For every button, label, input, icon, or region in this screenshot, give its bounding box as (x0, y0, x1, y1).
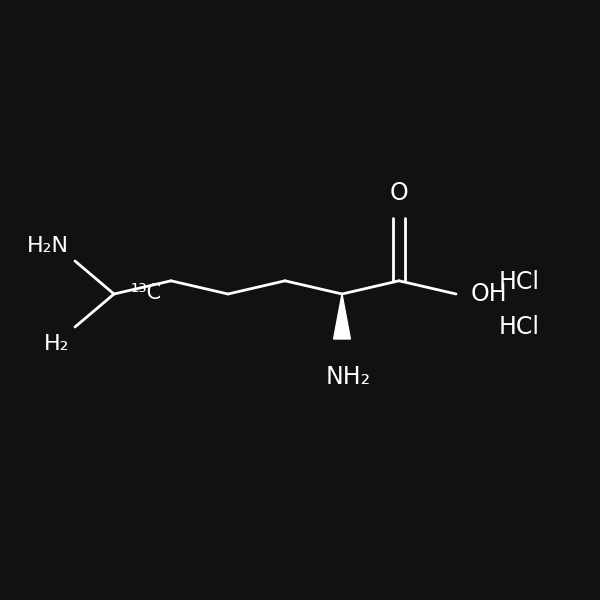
Text: O: O (389, 181, 409, 205)
Text: NH₂: NH₂ (325, 365, 371, 389)
Text: H₂N: H₂N (27, 236, 69, 256)
Text: HCl: HCl (499, 315, 539, 339)
Text: OH: OH (470, 282, 508, 306)
Polygon shape (334, 294, 350, 339)
Text: HCl: HCl (499, 270, 539, 294)
Text: ¹³C: ¹³C (131, 283, 162, 303)
Text: H₂: H₂ (43, 334, 69, 354)
